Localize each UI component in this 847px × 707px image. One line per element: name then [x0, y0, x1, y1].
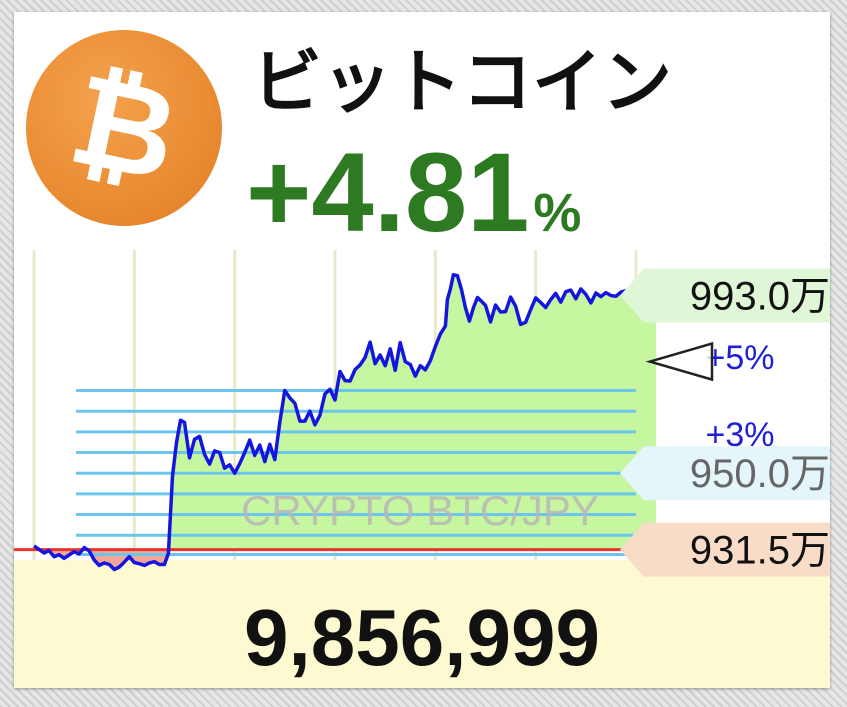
price-tag-bg-high: [620, 268, 830, 323]
price-tag-bg-low: [620, 522, 830, 577]
price-tag-mid: 950.0万: [620, 446, 830, 501]
bitcoin-icon: ₿: [26, 30, 222, 226]
price-tag-label-mid: 950.0万: [690, 452, 830, 496]
ticker-card: ₿ ビットコイン +4.81% CRYPTO BTC/JPY +5% +3% 993.…: [14, 12, 830, 688]
price-tag-label-low: 931.5万: [690, 529, 830, 573]
price-line: [33, 273, 658, 572]
current-price-marker: [645, 341, 714, 382]
price-tag-low: 931.5万: [620, 522, 830, 577]
current-price: 9,856,999: [244, 593, 600, 682]
change-value: +4.81: [246, 130, 530, 255]
watermark: CRYPTO BTC/JPY: [241, 487, 599, 534]
percent-label-0: +5%: [706, 339, 775, 377]
price-tag-label-high: 993.0万: [690, 274, 830, 318]
change-unit: %: [533, 183, 582, 243]
area-below-base: [34, 549, 657, 570]
price-tag-bg-mid: [620, 446, 830, 501]
coin-name: ビットコイン: [252, 41, 672, 123]
price-tag-high: 993.0万: [620, 268, 830, 323]
change-percent: +4.81%: [246, 128, 581, 257]
price-band: [14, 560, 830, 688]
